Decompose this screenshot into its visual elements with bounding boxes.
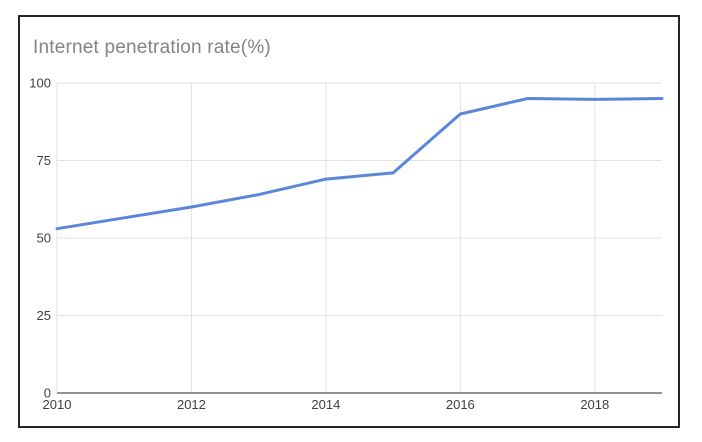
y-tick-label: 0 bbox=[44, 386, 51, 401]
x-tick-label: 2012 bbox=[177, 397, 206, 412]
x-tick-label: 2016 bbox=[446, 397, 475, 412]
line-chart-canvas: 0 25 50 75 100 2010 2012 2014 2016 2018 bbox=[29, 76, 664, 412]
x-tick-label: 2014 bbox=[311, 397, 340, 412]
chart-title: Internet penetration rate(%) bbox=[33, 37, 271, 58]
x-tick-label: 2018 bbox=[580, 397, 609, 412]
y-tick-label: 100 bbox=[29, 76, 51, 91]
y-tick-label: 50 bbox=[37, 231, 51, 246]
x-tick-label: 2010 bbox=[43, 397, 72, 412]
chart-card: Internet penetration rate(%) 0 25 50 75 100 2… bbox=[18, 15, 680, 428]
y-tick-label: 75 bbox=[37, 153, 51, 168]
y-tick-label: 25 bbox=[37, 308, 51, 323]
data-series-line bbox=[55, 97, 664, 231]
